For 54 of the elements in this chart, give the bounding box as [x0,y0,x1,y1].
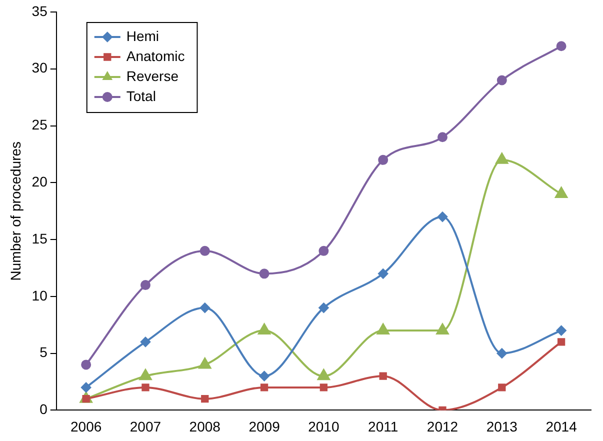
y-tick-label: 15 [32,230,48,246]
legend-label: Reverse [126,68,179,84]
point [557,338,566,346]
x-tick-label: 2012 [426,418,458,434]
y-tick-label: 25 [32,116,48,133]
point [318,302,329,313]
y-tick-label: 5 [40,344,48,360]
point [437,132,448,142]
point [379,372,387,380]
legend-label: Total [126,88,156,104]
point [376,324,390,335]
y-tick-label: 35 [32,2,48,19]
y-tick-label: 0 [40,401,48,418]
point [140,280,150,290]
legend-label: Anatomic [126,48,185,64]
point [200,302,210,313]
y-axis-title: Number of procedures [7,141,24,281]
point [320,384,328,392]
point [140,336,150,347]
point [556,41,566,52]
point [200,246,210,256]
point [437,212,448,222]
x-tick-label: 2007 [130,418,162,434]
point [81,360,92,370]
point [378,154,388,165]
point [258,324,270,335]
point [201,394,209,403]
x-tick-label: 2011 [368,418,398,434]
point [498,384,506,392]
x-tick-label: 2014 [546,418,578,434]
point [317,369,330,380]
y-tick-label: 20 [32,174,48,190]
x-tick-label: 2009 [248,418,280,434]
x-tick-label: 2013 [486,418,518,434]
point [555,187,568,198]
x-tick-label: 2006 [70,418,102,434]
point [81,382,92,392]
point [260,384,268,392]
point [378,268,388,279]
point [318,246,329,256]
point [198,358,212,369]
point [259,268,270,279]
point [139,369,152,380]
point [259,371,270,382]
point [436,324,449,335]
x-tick-label: 2008 [189,418,221,434]
point [556,326,566,336]
y-tick-label: 30 [32,60,48,76]
x-tick-label: 2010 [308,418,340,434]
legend-label: Hemi [126,28,160,44]
point [142,384,150,392]
point [496,348,507,358]
point [496,75,507,86]
y-tick-label: 10 [32,287,48,304]
